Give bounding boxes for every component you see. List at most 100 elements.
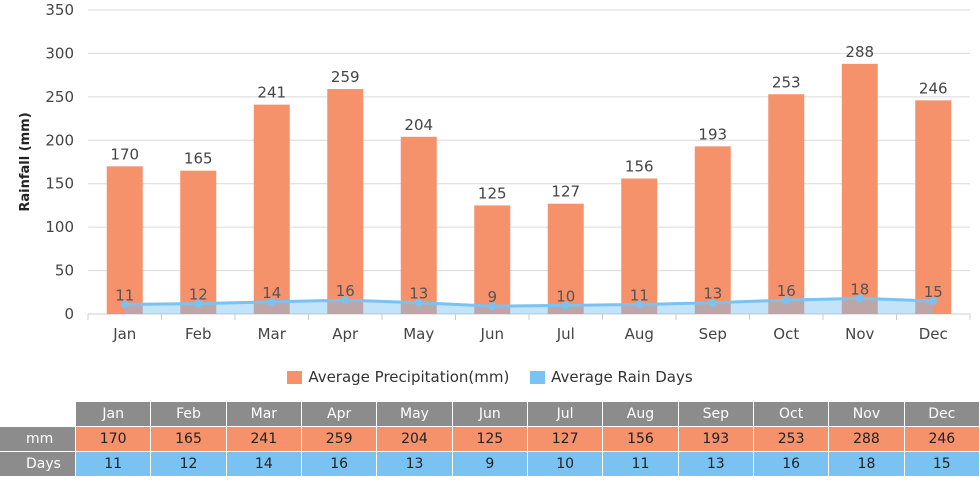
x-tick-label: Jan [112, 325, 136, 343]
rain-days-point [929, 296, 938, 305]
rain-days-point [708, 298, 717, 307]
y-tick-label: 250 [45, 88, 74, 106]
table-cell-mm: 193 [678, 427, 754, 452]
precipitation-bar [547, 203, 584, 314]
table-cell-days: 15 [904, 452, 980, 477]
legend-item-rain-days[interactable]: Average Rain Days [530, 368, 693, 386]
table-month-header: Dec [904, 402, 980, 427]
precipitation-bar [768, 94, 805, 314]
rain-days-data-label: 13 [409, 285, 428, 303]
y-tick-label: 0 [64, 305, 74, 323]
x-tick-label: Aug [625, 325, 654, 343]
x-tick-label: May [403, 325, 434, 343]
table-month-header: May [377, 402, 453, 427]
x-tick-label: Sep [699, 325, 727, 343]
x-tick-label: Feb [185, 325, 212, 343]
rain-days-point [194, 299, 203, 308]
table-month-header: Jun [452, 402, 528, 427]
x-tick-label: Mar [258, 325, 287, 343]
table-month-header: Jan [76, 402, 152, 427]
precipitation-data-label: 288 [845, 43, 874, 61]
rain-days-data-label: 16 [336, 282, 355, 300]
legend-label-rain-days: Average Rain Days [551, 368, 693, 386]
table-month-header: Jul [527, 402, 604, 427]
table-cell-days: 10 [527, 452, 604, 477]
rain-days-point [488, 302, 497, 311]
y-tick-label: 50 [55, 262, 74, 280]
x-tick-label: Jul [556, 325, 575, 343]
precipitation-bar [400, 136, 437, 314]
x-tick-label: Apr [332, 325, 359, 343]
row-header-days: Days [0, 452, 76, 477]
y-tick-label: 150 [45, 175, 74, 193]
x-tick-label: Nov [845, 325, 874, 343]
table-month-header: Oct [753, 402, 830, 427]
rain-days-point [561, 301, 570, 310]
rain-days-point [635, 300, 644, 309]
rain-days-data-label: 10 [556, 287, 575, 305]
precipitation-bar [327, 89, 364, 314]
rainfall-chart: 0 50 100 150 200 250 300 350 Rainfall (mm) 170 165… [18, 1, 971, 343]
legend: Average Precipitation(mm) Average Rain D… [0, 368, 980, 388]
precipitation-data-label: 125 [478, 184, 507, 202]
rain-days-data-label: 11 [630, 286, 649, 304]
table-cell-days: 16 [301, 452, 378, 477]
precipitation-bar [915, 100, 952, 315]
precipitation-bar [253, 104, 290, 314]
precipitation-data-label: 204 [404, 116, 433, 134]
rain-days-point [267, 297, 276, 306]
rain-days-point [120, 300, 129, 309]
table-month-header: Apr [301, 402, 378, 427]
table-cell-days: 13 [377, 452, 453, 477]
rain-days-data-label: 16 [777, 282, 796, 300]
table-cell-mm: 204 [377, 427, 453, 452]
precipitation-bar [841, 63, 878, 315]
legend-swatch-precipitation [287, 370, 303, 384]
table-cell-days: 16 [753, 452, 830, 477]
table-corner [0, 402, 76, 427]
table-cell-mm: 288 [829, 427, 905, 452]
rain-days-point [414, 298, 423, 307]
rain-days-data-label: 18 [850, 280, 869, 298]
table-month-header: Feb [151, 402, 227, 427]
y-tick-label: 100 [45, 218, 74, 236]
x-tick-label: Oct [773, 325, 799, 343]
rain-days-data-label: 13 [703, 285, 722, 303]
table-cell-days: 13 [678, 452, 754, 477]
table-month-header: Aug [603, 402, 679, 427]
table-month-header: Sep [678, 402, 754, 427]
y-axis-label: Rainfall (mm) [18, 112, 33, 211]
precipitation-bar [106, 166, 143, 314]
rain-days-data-label: 12 [189, 286, 208, 304]
table-cell-mm: 246 [904, 427, 980, 452]
precipitation-data-label: 127 [551, 183, 580, 201]
precipitation-data-label: 165 [184, 150, 213, 168]
y-tick-label: 200 [45, 131, 74, 149]
table-cell-days: 9 [452, 452, 528, 477]
precipitation-data-label: 246 [919, 79, 948, 97]
table-cell-mm: 259 [301, 427, 378, 452]
precipitation-data-label: 259 [331, 68, 360, 86]
precipitation-data-label: 170 [110, 145, 139, 163]
precipitation-data-label: 193 [698, 125, 727, 143]
table-header-row: Jan Feb Mar Apr May Jun Jul Aug Sep Oct Nov Dec [0, 402, 980, 427]
legend-label-precipitation: Average Precipitation(mm) [308, 368, 510, 386]
table-cell-mm: 127 [527, 427, 604, 452]
table-row-days: Days 11 12 14 16 13 9 10 11 13 16 18 15 [0, 452, 980, 477]
rain-days-point [341, 296, 350, 305]
precipitation-bar [694, 146, 731, 314]
table-cell-mm: 241 [226, 427, 302, 452]
row-header-mm: mm [0, 427, 76, 452]
rain-days-point [855, 294, 864, 303]
x-tick-label: Jun [480, 325, 504, 343]
precipitation-bar [621, 178, 658, 314]
table-month-header: Nov [829, 402, 905, 427]
table-cell-mm: 170 [76, 427, 152, 452]
rain-days-data-label: 15 [924, 283, 943, 301]
legend-item-precipitation[interactable]: Average Precipitation(mm) [287, 368, 509, 386]
legend-swatch-rain-days [530, 370, 546, 384]
rain-days-data-label: 14 [262, 284, 281, 302]
table-cell-days: 14 [226, 452, 302, 477]
rain-days-data-label: 9 [487, 288, 497, 306]
precipitation-bar [180, 170, 217, 314]
